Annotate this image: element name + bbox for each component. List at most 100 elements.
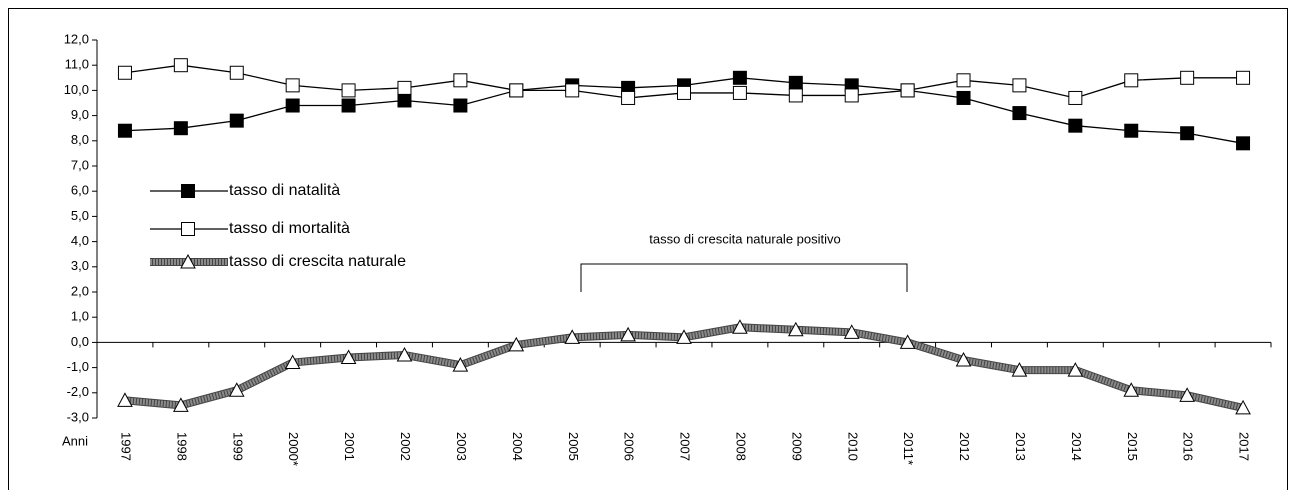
point (509, 83, 524, 98)
y-tick-label: 5,0 (71, 208, 89, 223)
x-tick-label: 1998 (174, 432, 189, 461)
y-tick-label: -1,0 (67, 359, 89, 374)
x-tick-label: 2004 (510, 432, 525, 461)
y-tick-label: -3,0 (67, 409, 89, 424)
annotation: tasso di crescita naturale positivo (649, 231, 840, 246)
point (1068, 90, 1083, 105)
point (956, 73, 971, 88)
y-tick-label: 0,0 (71, 334, 89, 349)
point (1180, 70, 1195, 85)
x-tick-label: 2014 (1069, 432, 1084, 461)
point (1124, 123, 1139, 138)
point (173, 397, 189, 412)
point (1012, 106, 1027, 121)
legend-marker (180, 253, 196, 269)
point (285, 98, 300, 113)
x-tick-label: 2011* (901, 432, 916, 465)
point (1067, 362, 1084, 377)
point (676, 329, 692, 344)
x-tick-label: 2016 (1181, 432, 1196, 461)
y-tick-label: 10,0 (64, 82, 89, 97)
point (1012, 78, 1027, 93)
point (229, 113, 244, 128)
point (1123, 382, 1140, 397)
point (1068, 118, 1083, 133)
legend-label: tasso di natalità (229, 182, 340, 199)
point (564, 329, 581, 344)
point (732, 70, 747, 85)
point (955, 351, 972, 367)
point (1011, 362, 1028, 377)
x-tick-label: 2012 (957, 432, 972, 461)
point (453, 73, 468, 88)
x-tick-label: 2010 (845, 432, 860, 461)
point (621, 90, 636, 105)
y-tick-label: 11,0 (65, 57, 89, 72)
x-tick-label: 1997 (119, 432, 134, 461)
x-tick-label: 2000* (286, 432, 301, 466)
x-tick-label: 2006 (622, 432, 637, 461)
x-tick-label: 2009 (789, 432, 804, 461)
point (565, 83, 580, 98)
point (620, 326, 636, 342)
x-tick-label: 2013 (1013, 432, 1028, 461)
point (1179, 387, 1195, 402)
point (732, 319, 748, 334)
point (452, 357, 469, 372)
point (117, 65, 132, 80)
point (899, 334, 916, 349)
point (1236, 136, 1251, 151)
point (229, 65, 244, 80)
legend-label: tasso di crescita naturale (229, 253, 406, 270)
legend-marker (181, 184, 195, 198)
point (956, 90, 971, 105)
point (677, 85, 691, 100)
x-tick-label: 2007 (678, 432, 693, 461)
point (285, 78, 300, 93)
x-tick-label: 2003 (454, 432, 469, 461)
point (1180, 126, 1195, 141)
y-tick-label: 8,0 (71, 132, 89, 147)
x-tick-label: 2001 (342, 432, 357, 461)
y-tick-label: 6,0 (71, 183, 89, 198)
x-tick-label: 2008 (733, 432, 748, 461)
y-tick-label: 3,0 (71, 258, 89, 273)
y-tick-label: -2,0 (67, 384, 89, 399)
annotation-bracket (580, 263, 908, 292)
x-axis-label: Anni (62, 433, 88, 448)
point (117, 392, 133, 407)
y-tick-label: 7,0 (71, 157, 89, 172)
point (284, 354, 301, 370)
y-tick-label: 4,0 (71, 233, 89, 248)
point (1236, 70, 1251, 85)
legend-marker (181, 222, 195, 236)
x-tick-label: 2005 (566, 432, 581, 461)
x-tick-label: 2017 (1237, 432, 1252, 461)
point (173, 58, 188, 73)
point (228, 382, 245, 397)
point (117, 123, 132, 138)
point (341, 98, 356, 113)
point (508, 336, 525, 352)
point (1235, 399, 1251, 415)
point (900, 83, 915, 98)
point (341, 83, 356, 98)
y-tick-label: 2,0 (71, 283, 89, 298)
point (397, 93, 412, 108)
point (788, 88, 803, 103)
point (453, 98, 468, 113)
point (340, 349, 357, 365)
point (788, 75, 803, 90)
point (732, 85, 747, 100)
point (844, 88, 859, 103)
point (787, 321, 804, 337)
y-tick-label: 1,0 (71, 309, 89, 324)
point (397, 80, 412, 95)
point (843, 324, 860, 339)
x-tick-label: 2002 (398, 432, 413, 461)
point (1124, 73, 1139, 88)
legend-label: tasso di mortalità (229, 220, 350, 237)
y-tick-label: 12,0 (64, 31, 89, 46)
x-tick-label: 2015 (1125, 432, 1140, 461)
